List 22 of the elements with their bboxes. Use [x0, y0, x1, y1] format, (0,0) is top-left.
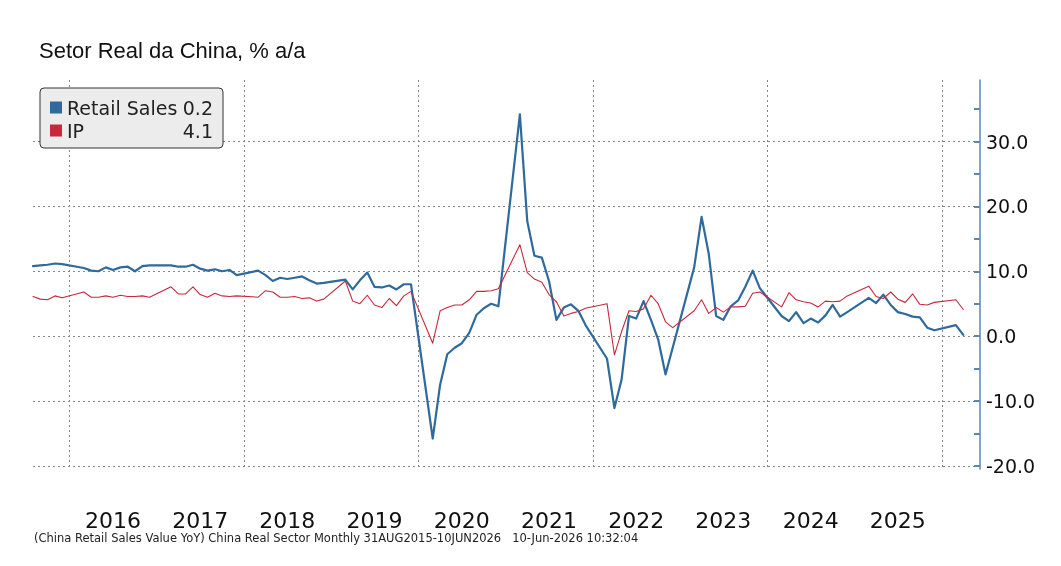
y-tick-label: 0.0	[986, 325, 1017, 348]
x-tick-label: 2020	[433, 507, 490, 533]
chart-title: Setor Real da China, % a/a	[39, 37, 307, 63]
y-tick-label: -20.0	[986, 454, 1036, 477]
text: IP 4.1	[67, 119, 213, 142]
x-tick-label: 2018	[259, 507, 316, 533]
x-tick-label: 2016	[84, 507, 141, 533]
legend-label: Retail Sales 0.2	[67, 96, 213, 119]
x-tick-label: 2019	[346, 507, 403, 533]
line-series	[31, 113, 965, 440]
x-tick-label: 2022	[608, 507, 665, 533]
y-tick-label: -10.0	[986, 389, 1036, 412]
x-tick-label: 2024	[782, 507, 839, 533]
y-tick-label: 20.0	[986, 195, 1029, 218]
y-tick-label: 30.0	[986, 130, 1029, 153]
y-tick-label: 10.0	[986, 260, 1029, 283]
x-tick-label: 2021	[521, 507, 577, 533]
text: (China Retail Sales Value YoY) China Real Sector Monthly 31AUG2015-10JUN2026 10-Jun-2026 10:32:04	[34, 531, 639, 545]
x-tick-label: 2025	[869, 507, 926, 533]
line-series	[32, 244, 964, 356]
x-tick-label: 2017	[172, 507, 229, 533]
x-tick-label: 2023	[695, 507, 752, 533]
